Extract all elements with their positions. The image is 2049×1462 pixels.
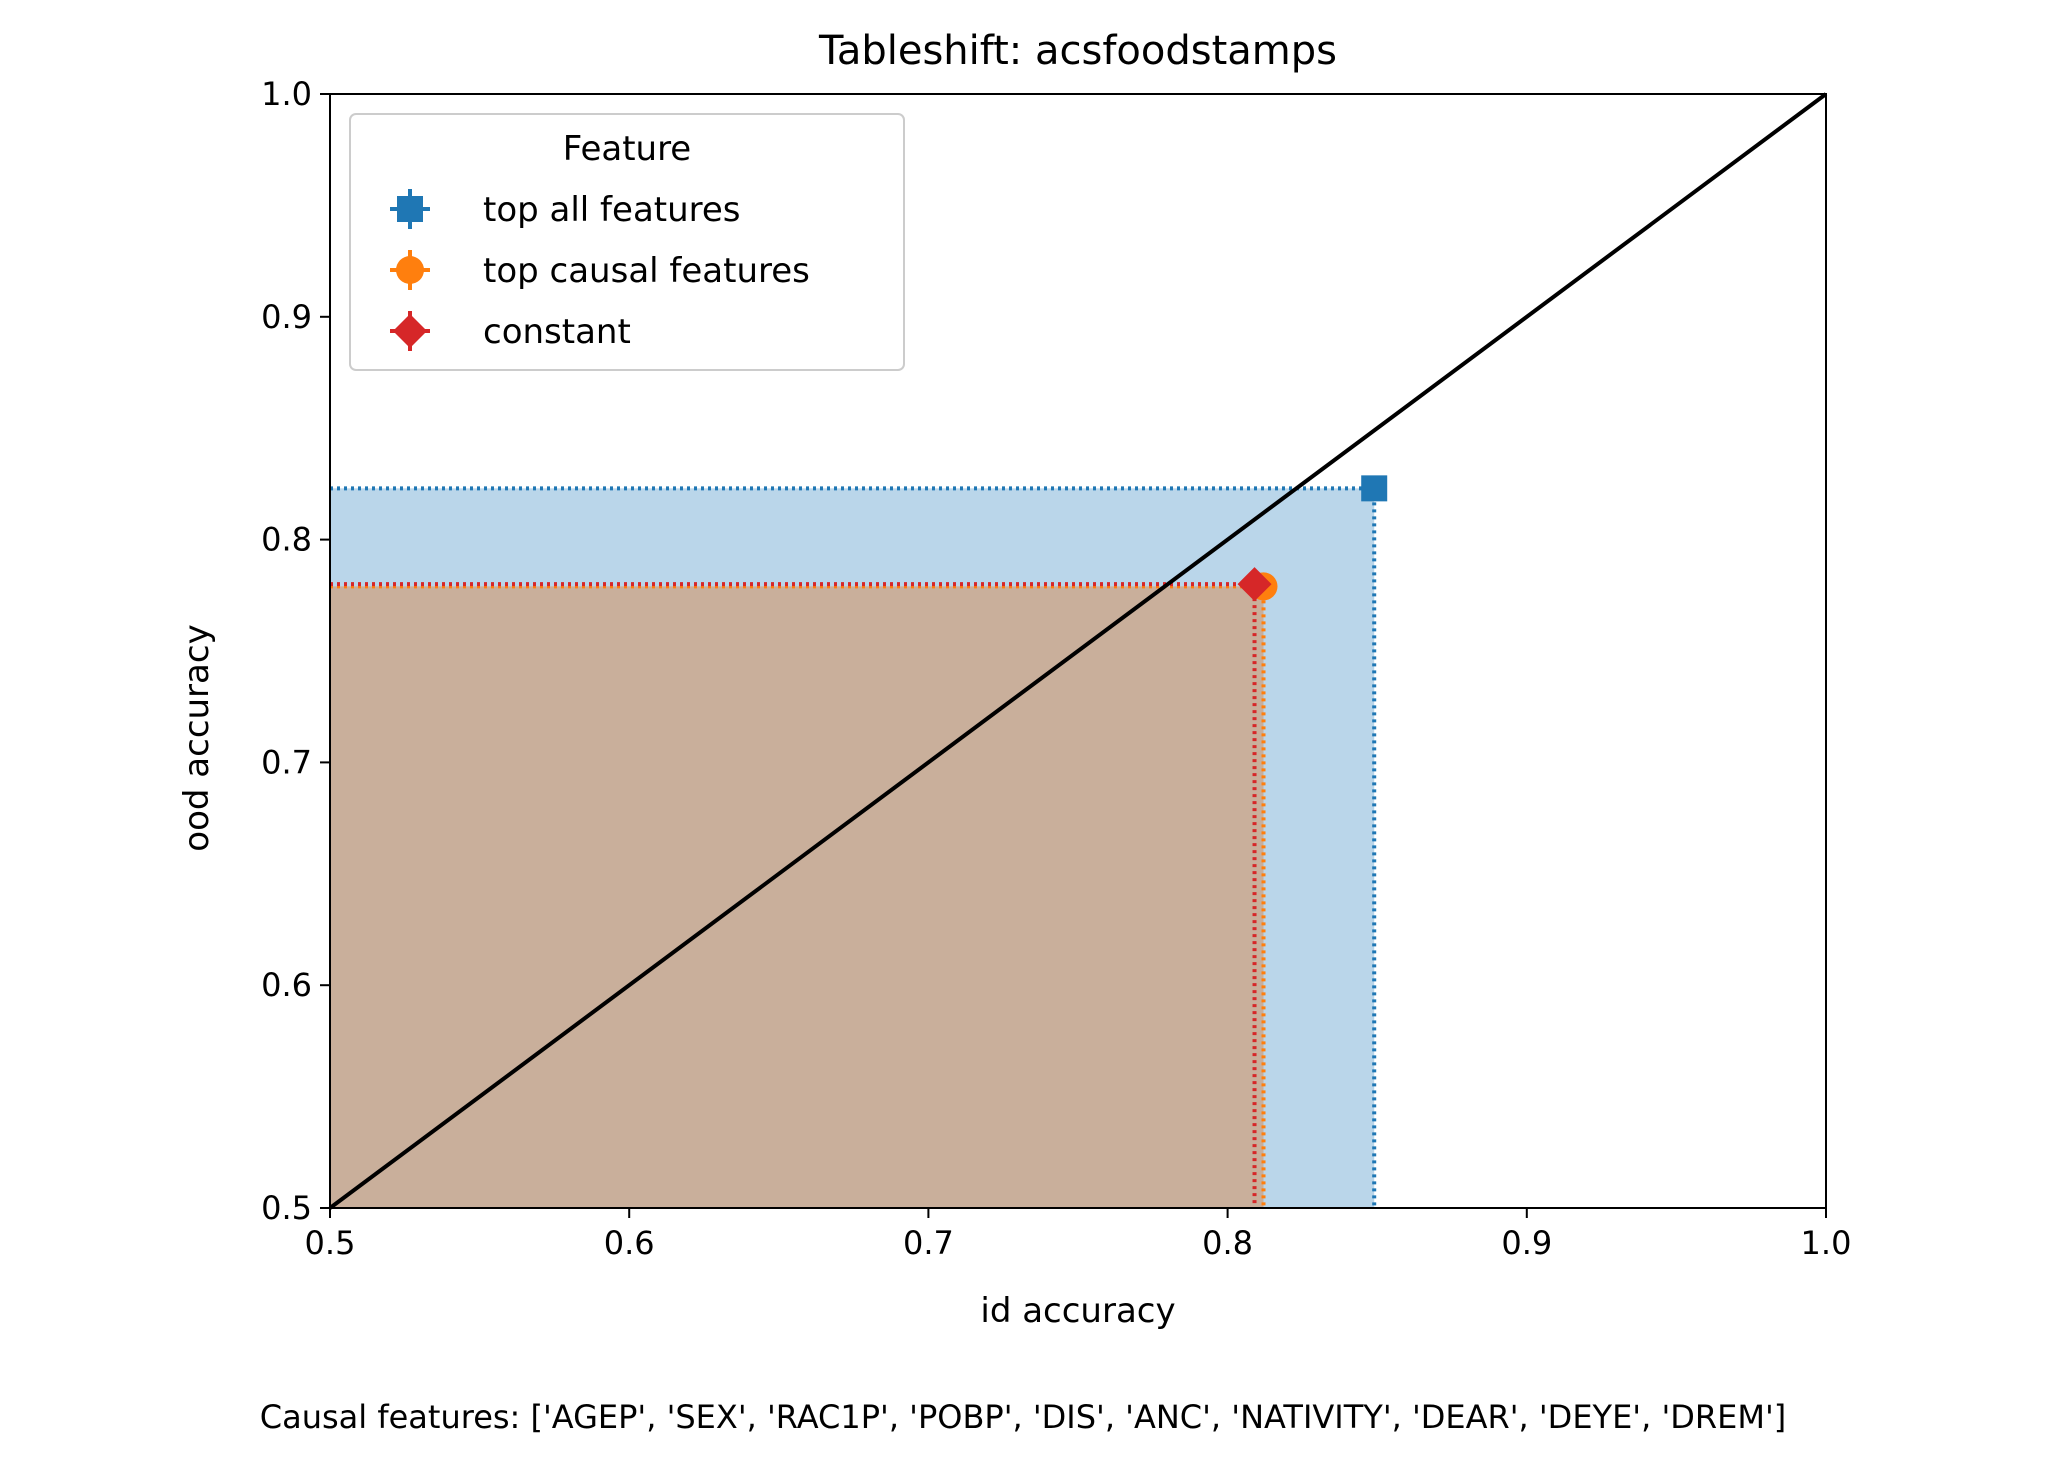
legend-item: constant <box>390 311 631 352</box>
x-tick-label: 1.0 <box>1801 1224 1852 1262</box>
x-tick-label: 0.6 <box>604 1224 655 1262</box>
point-square <box>1361 475 1388 502</box>
x-axis-ticks: 0.5 0.6 0.7 0.8 0.9 1.0 <box>305 1208 1852 1262</box>
causal-features-footnote: Causal features: ['AGEP', 'SEX', 'RAC1P'… <box>260 1398 1786 1436</box>
legend-marker-diamond <box>393 314 427 348</box>
diagonal-line <box>328 92 1828 1210</box>
legend-item: top all features <box>390 189 741 230</box>
y-tick-label: 0.8 <box>261 521 312 559</box>
x-tick-label: 0.7 <box>903 1224 954 1262</box>
legend-item: top causal features <box>390 250 810 291</box>
shaded-regions <box>330 488 1375 1209</box>
legend-box <box>349 113 905 371</box>
legend-marker-square <box>397 196 423 222</box>
chart-title: Tableshift: acsfoodstamps <box>818 28 1337 74</box>
x-axis-label: id accuracy <box>980 1291 1175 1331</box>
legend-label: constant <box>483 312 631 352</box>
legend-label: top causal features <box>483 251 810 291</box>
y-tick-label: 0.7 <box>261 743 312 781</box>
y-axis-ticks: 0.5 0.6 0.7 0.8 0.9 1.0 <box>261 75 330 1227</box>
legend-label: top all features <box>483 190 741 230</box>
legend: Feature top all features top causal featu… <box>349 113 905 371</box>
data-points <box>1237 475 1388 602</box>
x-tick-label: 0.5 <box>305 1224 356 1262</box>
y-tick-label: 1.0 <box>261 75 312 113</box>
legend-title: Feature <box>563 129 691 169</box>
legend-marker-circle <box>396 256 424 284</box>
y-tick-label: 0.6 <box>261 966 312 1004</box>
x-tick-label: 0.9 <box>1501 1224 1552 1262</box>
point-diamond <box>1237 567 1272 602</box>
plot-frame <box>329 93 1827 1209</box>
x-tick-label: 0.8 <box>1202 1224 1253 1262</box>
guide-lines <box>330 486 1377 1208</box>
region-overlap <box>330 586 1264 1208</box>
y-tick-label: 0.9 <box>261 298 312 336</box>
y-axis-label: ood accuracy <box>177 624 217 851</box>
y-tick-label: 0.5 <box>261 1189 312 1227</box>
